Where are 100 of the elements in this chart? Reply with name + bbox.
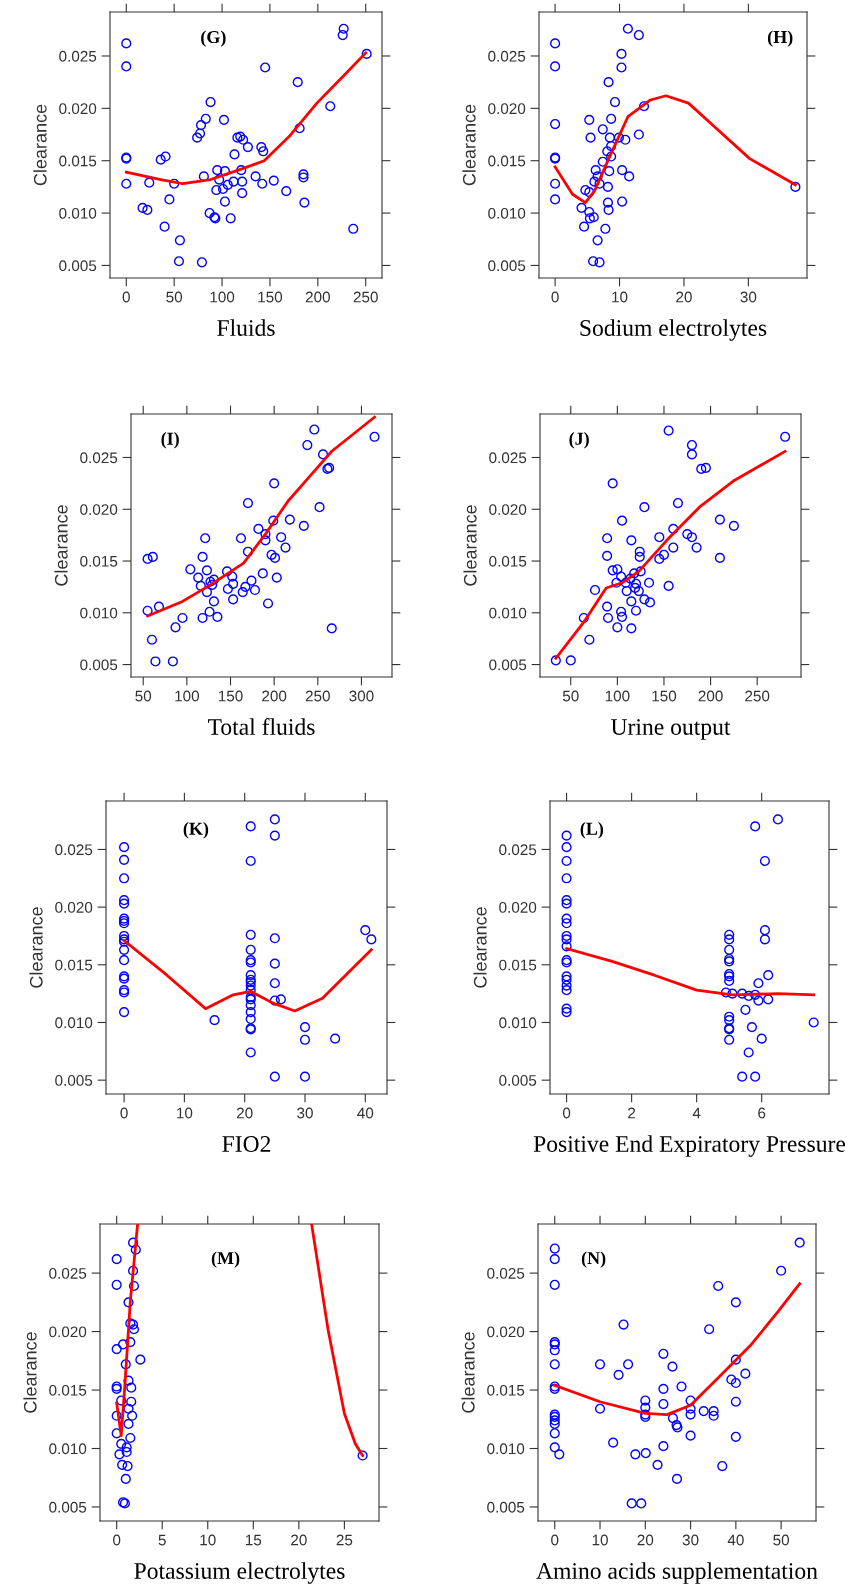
- y-tick-label: 0.010: [488, 207, 526, 219]
- y-tick-label: 0.025: [489, 452, 527, 464]
- x-tick-label: 20: [637, 1534, 654, 1546]
- x-axis-title: Urine output: [610, 719, 731, 740]
- y-tick-label: 0.025: [55, 844, 93, 856]
- y-tick-label: 0.005: [80, 659, 118, 671]
- x-tick-label: 0: [551, 291, 559, 303]
- annotation: (H): [767, 30, 793, 47]
- y-tick-label: 0.010: [489, 607, 527, 619]
- y-tick-label: 0.010: [55, 1017, 93, 1029]
- y-tick-label: 0.015: [499, 959, 537, 971]
- y-tick-label: 0.010: [487, 1443, 525, 1455]
- y-tick-label: 0.010: [49, 1443, 87, 1455]
- x-axis-title: Sodium electrolytes: [580, 319, 767, 341]
- x-tick-label: 40: [357, 1107, 374, 1119]
- annotation: (K): [183, 822, 209, 839]
- x-tick-label: 2: [628, 1107, 636, 1119]
- x-tick-label: 20: [676, 291, 692, 303]
- x-tick-label: 100: [210, 291, 235, 303]
- y-tick-label: 0.025: [487, 1267, 525, 1279]
- y-tick-label: 0.005: [487, 1501, 525, 1513]
- y-tick-label: 0.015: [55, 959, 93, 971]
- y-tick-label: 0.015: [59, 155, 97, 167]
- x-tick-label: 300: [349, 690, 374, 702]
- y-axis-title: Clearance: [461, 1332, 475, 1413]
- x-tick-label: 50: [773, 1534, 790, 1546]
- x-tick-label: 40: [727, 1534, 744, 1546]
- x-tick-label: 250: [305, 690, 330, 702]
- x-axis-title: Positive End Expiratory Pressure: [533, 1135, 846, 1157]
- y-axis-title: Clearance: [463, 505, 477, 586]
- y-tick-label: 0.020: [55, 901, 93, 913]
- y-tick-label: 0.015: [488, 155, 526, 167]
- annotation: (L): [580, 822, 604, 839]
- annotation: (N): [581, 1251, 606, 1268]
- x-tick-label: 10: [177, 1107, 193, 1119]
- y-tick-label: 0.025: [49, 1267, 87, 1279]
- x-tick-label: 0: [122, 291, 130, 303]
- y-tick-label: 0.025: [488, 50, 526, 62]
- annotation: (J): [569, 432, 589, 449]
- y-tick-label: 0.025: [80, 452, 118, 464]
- x-tick-label: 250: [745, 690, 770, 702]
- y-tick-label: 0.005: [55, 1075, 93, 1086]
- y-tick-label: 0.010: [59, 207, 97, 219]
- x-tick-label: 200: [262, 690, 287, 702]
- y-tick-label: 0.020: [489, 504, 527, 515]
- y-tick-label: 0.005: [499, 1075, 537, 1086]
- y-tick-label: 0.015: [49, 1384, 87, 1396]
- y-tick-label: 0.010: [80, 607, 118, 619]
- y-tick-label: 0.020: [488, 103, 526, 115]
- x-tick-label: 50: [562, 690, 579, 702]
- x-tick-label: 150: [652, 690, 677, 702]
- x-tick-label: 30: [297, 1107, 313, 1119]
- x-tick-label: 100: [175, 690, 200, 702]
- x-tick-label: 250: [353, 291, 378, 303]
- y-tick-label: 0.020: [487, 1326, 525, 1338]
- x-axis-title: Fluids: [217, 319, 275, 336]
- x-tick-label: 0: [551, 1534, 559, 1546]
- x-tick-label: 5: [158, 1534, 166, 1546]
- x-tick-label: 50: [166, 291, 183, 303]
- y-axis-title: Clearance: [33, 104, 47, 186]
- x-tick-label: 0: [562, 1107, 571, 1119]
- y-tick-label: 0.010: [499, 1017, 537, 1029]
- x-axis-title: Amino acids supplementation: [536, 1562, 818, 1584]
- y-tick-label: 0.005: [49, 1501, 87, 1513]
- x-tick-label: 200: [305, 291, 330, 303]
- x-tick-label: 30: [740, 291, 757, 303]
- x-tick-label: 10: [592, 1534, 608, 1546]
- y-tick-label: 0.020: [59, 103, 97, 115]
- y-tick-label: 0.015: [80, 555, 118, 567]
- y-axis-title: Clearance: [473, 907, 487, 988]
- x-axis-title: Total fluids: [208, 718, 315, 735]
- y-tick-label: 0.025: [59, 50, 97, 62]
- annotation: (M): [211, 1251, 240, 1268]
- x-tick-label: 50: [135, 690, 152, 702]
- x-axis-title: FIO2: [222, 1136, 271, 1152]
- annotation: (G): [201, 30, 226, 47]
- x-tick-label: 150: [258, 291, 283, 303]
- y-tick-label: 0.015: [489, 555, 527, 567]
- y-tick-label: 0.020: [80, 504, 118, 515]
- y-tick-label: 0.015: [487, 1384, 525, 1396]
- y-axis-title: Clearance: [462, 104, 476, 186]
- x-tick-label: 10: [200, 1534, 216, 1546]
- x-tick-label: 20: [236, 1107, 253, 1119]
- x-tick-label: 100: [605, 690, 630, 702]
- y-tick-label: 0.005: [59, 260, 97, 272]
- y-axis-title: Clearance: [54, 505, 68, 586]
- annotation: (I): [161, 432, 179, 449]
- y-tick-label: 0.005: [489, 659, 527, 671]
- x-tick-label: 20: [291, 1534, 307, 1546]
- x-tick-label: 0: [120, 1107, 128, 1119]
- x-tick-label: 200: [698, 690, 723, 702]
- y-tick-label: 0.025: [499, 844, 537, 856]
- y-tick-label: 0.020: [49, 1326, 87, 1338]
- y-axis-title: Clearance: [29, 907, 43, 988]
- x-tick-label: 10: [612, 291, 628, 303]
- x-tick-label: 6: [758, 1107, 766, 1119]
- x-tick-label: 15: [245, 1534, 262, 1546]
- y-tick-label: 0.005: [488, 260, 526, 272]
- x-tick-label: 150: [218, 690, 243, 702]
- x-tick-label: 25: [336, 1534, 353, 1546]
